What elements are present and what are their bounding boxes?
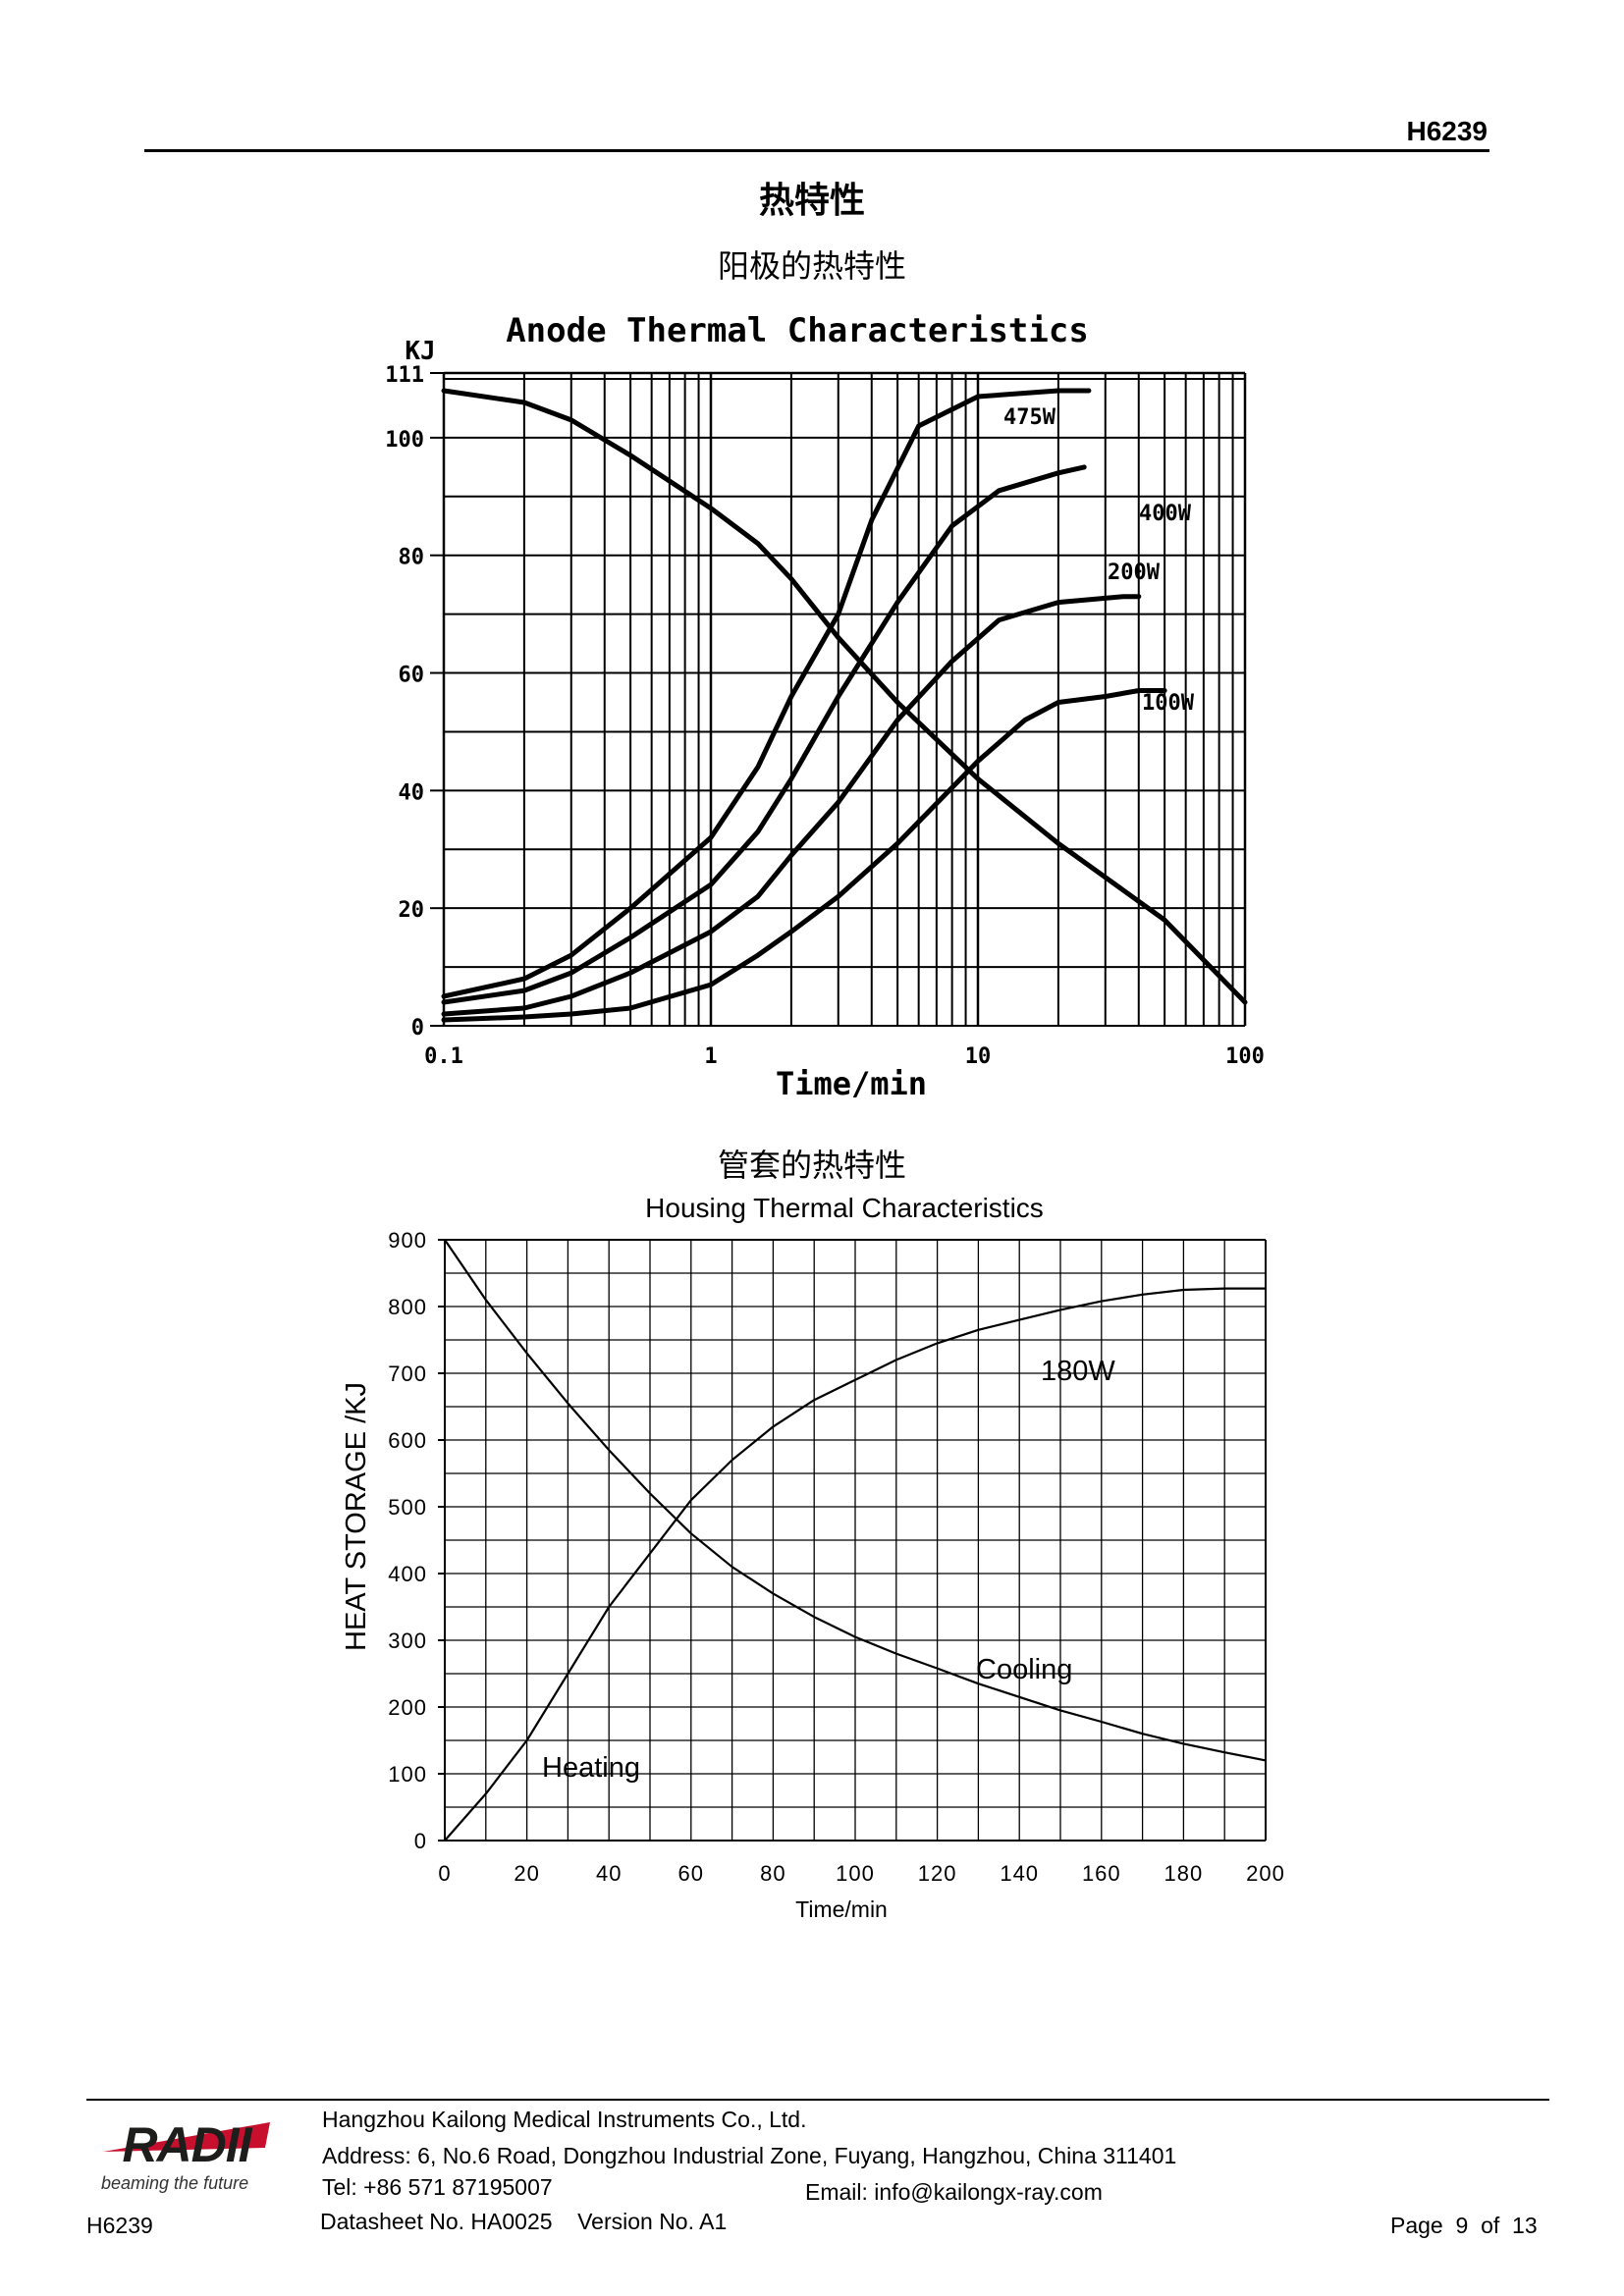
footer-doc-code: H6239 bbox=[86, 2213, 153, 2238]
footer-page-number: Page 9 of 13 bbox=[1390, 2213, 1538, 2238]
footer-company: Hangzhou Kailong Medical Instruments Co.… bbox=[322, 2107, 807, 2132]
anode-x-tick-label: 100 bbox=[1225, 1044, 1265, 1069]
anode-series-cooling bbox=[441, 388, 1248, 1005]
housing-y-tick-label: 200 bbox=[388, 1695, 427, 1720]
housing-y-tick-label: 700 bbox=[388, 1362, 427, 1386]
anode-y-tick-label: 100 bbox=[385, 428, 424, 453]
footer-rule bbox=[86, 2099, 1549, 2101]
housing-series-label: Heating bbox=[542, 1752, 640, 1784]
housing-y-tick-label: 800 bbox=[388, 1295, 427, 1319]
housing-y-tick-label: 500 bbox=[388, 1495, 427, 1520]
housing-series-label: Cooling bbox=[976, 1654, 1072, 1685]
anode-x-tick-label: 0.1 bbox=[424, 1044, 463, 1069]
housing-x-tick-label: 200 bbox=[1246, 1861, 1285, 1886]
anode-series-label: 100W bbox=[1142, 691, 1195, 716]
anode-y-tick-label: 20 bbox=[399, 898, 425, 923]
housing-section-title: 管套的热特性 bbox=[717, 1147, 906, 1184]
housing-x-tick-label: 0 bbox=[438, 1861, 451, 1886]
housing-y-tick-label: 900 bbox=[388, 1228, 427, 1253]
footer-tel: Tel: +86 571 87195007 bbox=[322, 2174, 553, 2200]
anode-series-label: 400W bbox=[1139, 502, 1192, 526]
anode-section-title: 阳极的热特性 bbox=[717, 247, 906, 285]
footer-address: Address: 6, No.6 Road, Dongzhou Industri… bbox=[322, 2143, 1177, 2168]
header-doc-code: H6239 bbox=[1406, 116, 1488, 146]
housing-chart: Housing Thermal Characteristics HEAT STO… bbox=[341, 1193, 1285, 1922]
company-logo: RADII beaming the future bbox=[101, 2117, 270, 2193]
anode-series-400W bbox=[441, 464, 1087, 1005]
housing-y-label: HEAT STORAGE /KJ bbox=[341, 1382, 372, 1651]
housing-x-label: Time/min bbox=[795, 1896, 888, 1922]
anode-series-100W bbox=[441, 688, 1167, 1023]
housing-x-tick-label: 120 bbox=[918, 1861, 957, 1886]
page-title: 热特性 bbox=[758, 181, 865, 221]
housing-y-tick-label: 300 bbox=[388, 1629, 427, 1653]
header-rule bbox=[144, 149, 1489, 152]
footer-datasheet: Datasheet No. HA0025 Version No. A1 bbox=[320, 2209, 728, 2234]
housing-x-tick-label: 20 bbox=[514, 1861, 539, 1886]
anode-series-label: 475W bbox=[1003, 405, 1056, 430]
housing-y-tick-label: 100 bbox=[388, 1762, 427, 1787]
housing-x-tick-label: 100 bbox=[836, 1861, 875, 1886]
footer-email: Email: info@kailongx-ray.com bbox=[805, 2179, 1103, 2205]
housing-x-tick-label: 140 bbox=[1000, 1861, 1039, 1886]
logo-tagline: beaming the future bbox=[101, 2173, 248, 2193]
housing-y-tick-label: 600 bbox=[388, 1428, 427, 1453]
anode-y-tick-label: 40 bbox=[399, 780, 425, 805]
housing-x-tick-label: 160 bbox=[1082, 1861, 1121, 1886]
housing-x-tick-label: 80 bbox=[760, 1861, 785, 1886]
anode-y-tick-label: 111 bbox=[385, 363, 424, 388]
anode-series-200W bbox=[441, 594, 1142, 1017]
housing-series-heating bbox=[444, 1287, 1266, 1842]
housing-x-tick-label: 180 bbox=[1164, 1861, 1204, 1886]
anode-y-tick-label: 80 bbox=[399, 546, 425, 570]
anode-chart: Anode Thermal Characteristics KJ Time/mi… bbox=[385, 311, 1265, 1102]
anode-x-label: Time/min bbox=[776, 1065, 927, 1102]
housing-x-tick-label: 40 bbox=[596, 1861, 622, 1886]
anode-x-tick-label: 10 bbox=[965, 1044, 992, 1069]
anode-y-label: KJ bbox=[405, 337, 435, 366]
anode-x-tick-label: 1 bbox=[704, 1044, 717, 1069]
housing-chart-title: Housing Thermal Characteristics bbox=[645, 1193, 1044, 1223]
logo-text: RADII bbox=[122, 2117, 252, 2172]
anode-chart-title: Anode Thermal Characteristics bbox=[506, 311, 1089, 350]
anode-y-tick-label: 0 bbox=[411, 1016, 424, 1041]
housing-y-tick-label: 0 bbox=[414, 1829, 427, 1853]
housing-x-tick-label: 60 bbox=[678, 1861, 704, 1886]
housing-y-tick-label: 400 bbox=[388, 1562, 427, 1586]
housing-series-cooling bbox=[444, 1239, 1267, 1762]
anode-series-475W bbox=[441, 388, 1092, 999]
anode-y-tick-label: 60 bbox=[399, 664, 425, 688]
anode-series-label: 200W bbox=[1108, 561, 1161, 585]
housing-power-annotation: 180W bbox=[1041, 1356, 1115, 1387]
